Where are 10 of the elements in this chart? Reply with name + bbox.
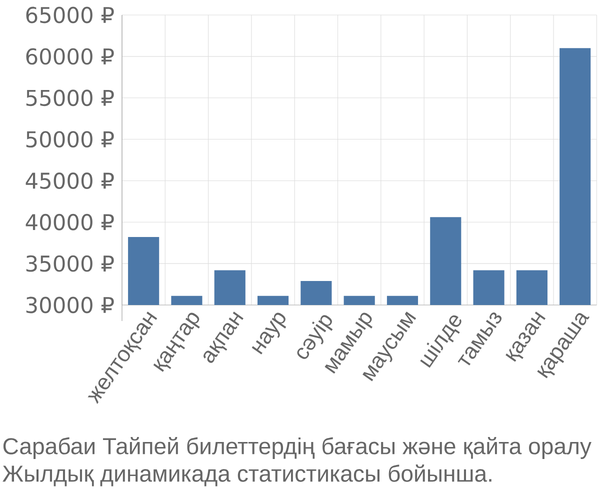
text: Сарабаи Тайпей билеттердің бағасы және қайта оралу	[3, 437, 592, 459]
y-tick-label: 45000 ₽	[26, 172, 114, 189]
y-tick-label: 65000 ₽	[26, 6, 114, 24]
y-tick-label: 35000 ₽	[26, 255, 114, 272]
y-tick-label: 40000 ₽	[26, 214, 114, 230]
y-tick-label: 55000 ₽	[26, 90, 114, 106]
y-tick-label: 50000 ₽	[26, 131, 114, 148]
y-tick-label: 60000 ₽	[26, 48, 114, 65]
y-tick-label: 30000 ₽	[26, 296, 114, 314]
text: Жылдық динамикада статистикасы бойынша.	[2, 464, 492, 486]
